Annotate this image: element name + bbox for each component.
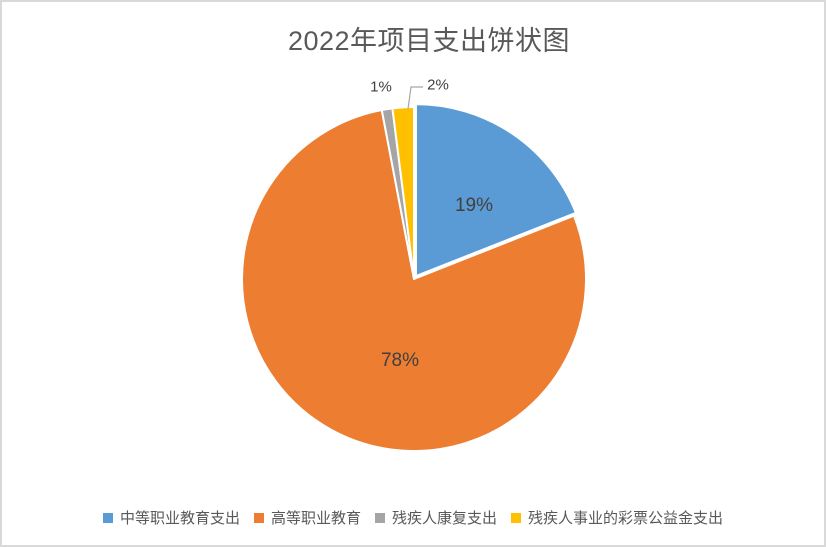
pie-slice-1[interactable] — [241, 109, 587, 452]
data-label-slice-3: 2% — [427, 76, 449, 94]
legend-swatch — [511, 512, 522, 523]
legend-item-1[interactable]: 高等职业教育 — [253, 507, 361, 528]
legend-item-0[interactable]: 中等职业教育支出 — [102, 507, 240, 528]
legend-item-2[interactable]: 残疾人康复支出 — [375, 507, 497, 528]
pie-slice-3[interactable] — [391, 106, 415, 280]
legend-swatch — [253, 512, 264, 523]
chart-title: 2022年项目支出饼状图 — [287, 26, 571, 56]
pie-slice-0[interactable] — [414, 103, 577, 278]
data-label-slice-1: 78% — [380, 350, 420, 371]
legend-label: 中等职业教育支出 — [119, 510, 240, 527]
legend-label: 高等职业教育 — [270, 510, 361, 527]
legend: 中等职业教育支出 高等职业教育 残疾人康复支出 残疾人事业的彩票公益金支出 — [2, 507, 824, 528]
legend-swatch — [102, 512, 113, 523]
legend-swatch — [375, 512, 385, 523]
legend-label: 残疾人事业的彩票公益金支出 — [528, 510, 724, 527]
data-label-slice-2: 1% — [370, 78, 392, 96]
leader-line-2pct — [407, 86, 423, 110]
legend-item-3[interactable]: 残疾人事业的彩票公益金支出 — [511, 507, 723, 528]
data-label-slice-0: 19% — [454, 195, 494, 216]
legend-label: 残疾人康复支出 — [392, 510, 498, 527]
